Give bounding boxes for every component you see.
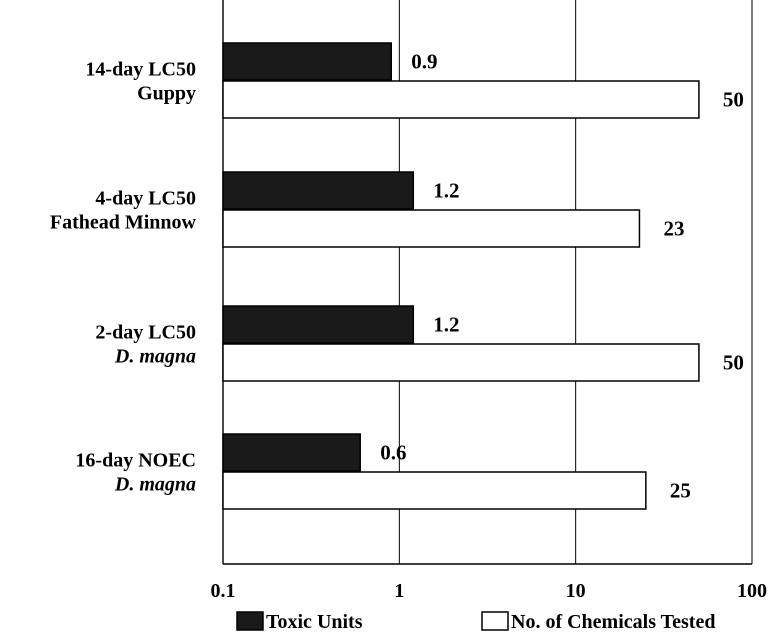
toxic-units-value-label: 0.9 <box>411 50 437 74</box>
chemicals-tested-bar <box>222 343 700 382</box>
category-label-line2: D. magna <box>114 474 196 496</box>
x-tick-label: 0.1 <box>211 580 236 602</box>
category-label-line1: 16-day NOEC <box>75 450 196 472</box>
category-label-line2: D. magna <box>114 346 196 368</box>
chemicals-tested-value-label: 50 <box>723 351 744 375</box>
legend-swatch-chemicals-tested <box>481 611 509 631</box>
x-tick-labels: 0.1 1 10 100 <box>211 580 768 602</box>
bars-layer <box>222 42 700 510</box>
chemicals-tested-value-label: 50 <box>723 88 744 112</box>
chemicals-tested-value-label: 25 <box>670 479 691 503</box>
category-label-line1: 14-day LC50 <box>85 59 196 81</box>
category-label-line2: Fathead Minnow <box>50 212 197 234</box>
category-label-line2: Guppy <box>137 83 196 105</box>
chemicals-tested-bar <box>222 471 647 510</box>
chemicals-tested-bar <box>222 80 700 119</box>
legend-label-toxic-units: Toxic Units <box>266 611 363 633</box>
x-tick-label: 10 <box>566 580 586 602</box>
legend-label-chemicals-tested: No. of Chemicals Tested <box>511 611 715 633</box>
toxic-units-bar <box>222 305 415 344</box>
x-tick-label: 100 <box>737 580 767 602</box>
toxic-units-value-label: 0.6 <box>380 441 406 465</box>
chemicals-tested-bar <box>222 209 641 248</box>
toxic-units-bar <box>222 433 361 472</box>
chemicals-tested-value-label: 23 <box>663 217 684 241</box>
category-label-line1: 2-day LC50 <box>95 322 196 344</box>
legend: Toxic Units No. of Chemicals Tested <box>236 611 715 633</box>
labels-layer: 0.9 50 1.2 23 1.2 50 0.6 25 <box>380 50 744 503</box>
x-tick-label: 1 <box>394 580 404 602</box>
toxic-units-value-label: 1.2 <box>433 179 459 203</box>
toxic-units-bar <box>222 171 415 210</box>
toxic-units-value-label: 1.2 <box>433 313 459 337</box>
legend-swatch-toxic-units <box>236 611 264 631</box>
category-label-line1: 4-day LC50 <box>95 188 196 210</box>
toxic-units-bar <box>222 42 393 81</box>
